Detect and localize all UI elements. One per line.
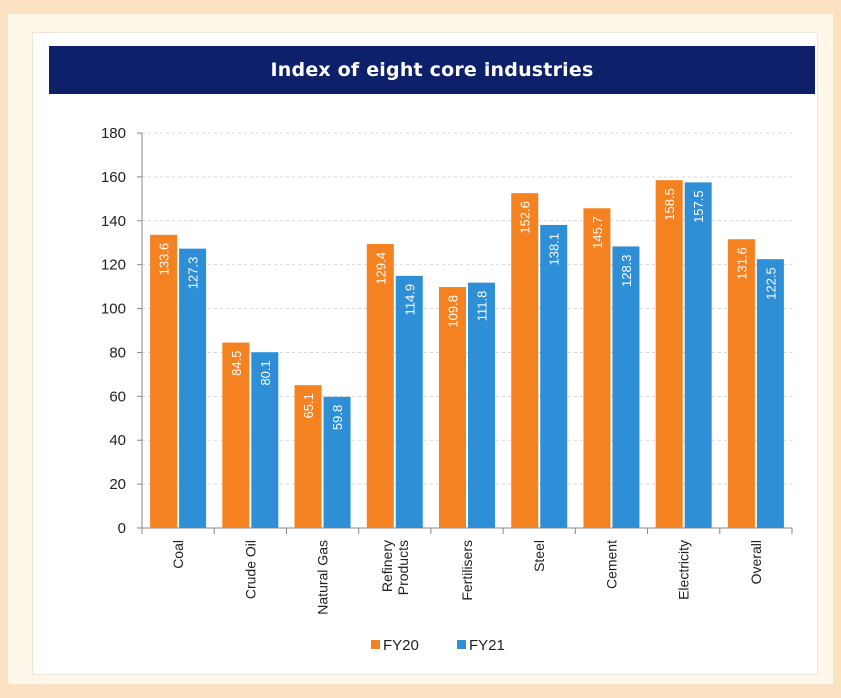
x-tick-label: Natural Gas [315,540,331,615]
data-label: 138.1 [547,233,562,266]
chart-title-bar: Index of eight core industries [49,46,815,94]
legend-swatch-fy21 [457,640,466,649]
data-label: 145.7 [590,216,605,249]
bar-fy21 [323,396,351,528]
data-label: 84.5 [229,351,244,376]
x-tick-label: Electricity [676,540,692,600]
bar-fy21 [179,248,207,528]
x-tick-label: Overall [748,540,764,584]
x-tick-label: Fertilisers [459,540,475,601]
data-label: 127.3 [186,257,201,290]
bar-fy20 [511,193,539,528]
y-tick-label: 180 [101,125,126,142]
bar-fy21 [756,259,784,528]
data-label: 157.5 [691,190,706,223]
legend-label-fy20: FY20 [383,637,419,654]
y-tick-label: 0 [118,520,126,537]
y-tick-label: 160 [101,169,126,186]
bar-fy20 [655,180,683,529]
bar-fy21 [468,282,495,528]
data-label: 109.8 [446,295,461,328]
data-label: 158.5 [662,188,677,221]
bar-fy21 [684,182,712,528]
data-label: 122.5 [763,267,778,300]
bar-fy20 [150,234,178,529]
x-tick-label: Products [395,540,411,595]
x-tick-label: Coal [170,540,186,569]
bar-fy20 [439,287,466,528]
bar-fy20 [222,342,250,528]
y-tick-label: 40 [109,432,126,449]
bar-fy20 [366,244,394,529]
bar-fy21 [251,352,279,528]
y-tick-label: 20 [109,476,126,493]
legend-label-fy21: FY21 [469,637,505,654]
data-label: 59.8 [330,405,345,430]
y-tick-label: 60 [109,388,126,405]
x-tick-label: Cement [603,540,619,589]
bar-fy21 [540,224,568,529]
y-tick-label: 140 [101,213,126,230]
data-label: 152.6 [518,201,533,234]
data-label: 80.1 [258,360,273,385]
bar-fy21 [612,246,640,529]
data-label: 128.3 [619,254,634,287]
y-tick-label: 80 [109,344,126,361]
data-label: 111.8 [475,291,490,322]
chart-title: Index of eight core industries [270,59,594,81]
bar-fy20 [727,239,755,528]
data-label: 114.9 [402,284,417,316]
y-tick-label: 100 [101,301,126,318]
x-tick-label: Steel [531,540,547,572]
x-tick-label: Refinery [379,540,395,592]
data-label: 133.6 [157,243,172,276]
legend-swatch-fy20 [371,640,380,649]
data-label: 131.6 [734,247,749,280]
bar-fy20 [294,385,322,528]
bar-fy21 [395,275,423,528]
data-label: 65.1 [301,393,316,418]
data-label: 129.4 [373,252,388,285]
y-tick-label: 120 [101,257,126,274]
x-tick-label: Crude Oil [242,540,258,599]
bar-fy20 [583,208,611,528]
